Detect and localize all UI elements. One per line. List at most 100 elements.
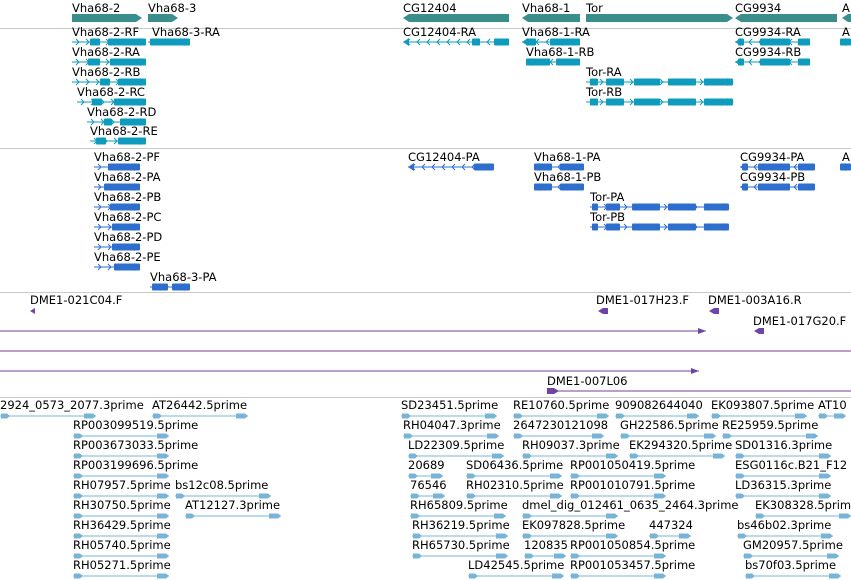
est-ek093807-5prime[interactable] bbox=[711, 413, 807, 419]
protein-vha68-2-pf[interactable] bbox=[94, 163, 140, 171]
gene-cg12404[interactable] bbox=[403, 14, 509, 22]
est-2647230121098[interactable] bbox=[513, 433, 604, 439]
est-120835-label: 120835 bbox=[524, 538, 568, 552]
transcript-vha68-2-rf[interactable] bbox=[72, 38, 146, 46]
transcript-vha68-1-rb[interactable] bbox=[526, 58, 580, 66]
transcript-vha68-2-re[interactable] bbox=[90, 137, 146, 145]
est-ek097828-5prime[interactable] bbox=[522, 533, 618, 539]
est-sd23451-5prime[interactable] bbox=[401, 413, 497, 419]
protein-vha68-1-pb[interactable] bbox=[534, 183, 584, 191]
est-rp001050854-5prime[interactable] bbox=[570, 553, 666, 559]
protein-vha68-2-pb[interactable] bbox=[94, 203, 140, 211]
est-rh65809-5prime-label: RH65809.5prime bbox=[410, 498, 508, 512]
est-909082644040[interactable] bbox=[615, 413, 699, 419]
transcript-cg9934-rb[interactable] bbox=[735, 58, 810, 66]
est-909082644040-label: 909082644040 bbox=[615, 398, 703, 412]
est-bs46b02-3prime[interactable] bbox=[737, 533, 833, 539]
est-rh05740-5prime[interactable] bbox=[73, 553, 169, 559]
gene-cg9934[interactable] bbox=[735, 14, 837, 22]
est-ek308328-5prime[interactable] bbox=[755, 513, 851, 519]
clone-dme1-003a16-r[interactable] bbox=[709, 308, 719, 314]
protein-cg9934-pb[interactable] bbox=[740, 183, 815, 191]
est-120835[interactable] bbox=[524, 553, 566, 559]
protein-cg9934-pa[interactable] bbox=[740, 163, 815, 171]
transcript-cg9934-ra[interactable] bbox=[735, 38, 810, 46]
est-2924-0573-2077-3prime-label: 2924_0573_2077.3prime bbox=[0, 398, 144, 412]
est-at26442-5prime[interactable] bbox=[152, 413, 248, 419]
transcript-a[interactable] bbox=[840, 38, 851, 46]
transcript-cg12404-ra[interactable] bbox=[403, 38, 509, 46]
est-rh36429-5prime[interactable] bbox=[73, 533, 169, 539]
est-esg0116c-b21-f12[interactable] bbox=[735, 473, 831, 479]
est-rh05271-5prime[interactable] bbox=[73, 573, 169, 579]
est-76546-label: 76546 bbox=[410, 478, 447, 492]
est-ek294320-5prime[interactable] bbox=[629, 453, 725, 459]
est-rh36219-5prime[interactable] bbox=[412, 533, 508, 539]
est-dmel-dig-012461-0635-2464-3prime[interactable] bbox=[522, 513, 618, 519]
transcript-vha68-2-ra[interactable] bbox=[72, 58, 146, 66]
gene-vha68-2[interactable] bbox=[72, 14, 142, 22]
est-bs70f03-5prime[interactable] bbox=[745, 573, 841, 579]
clone-alignment[interactable] bbox=[0, 368, 699, 374]
est-rp001010791-5prime[interactable] bbox=[570, 493, 666, 499]
est-ld22309-5prime[interactable] bbox=[408, 453, 504, 459]
transcript-tor-ra[interactable] bbox=[586, 78, 734, 86]
est-rh30750-5prime[interactable] bbox=[73, 513, 169, 519]
protein-vha68-3-pa[interactable] bbox=[150, 283, 190, 291]
est-gm20957-5prime[interactable] bbox=[743, 553, 839, 559]
transcript-vha68-2-rc[interactable] bbox=[77, 98, 146, 106]
est-at12127-3prime[interactable] bbox=[185, 513, 281, 519]
est-rp003199696-5prime[interactable] bbox=[73, 473, 169, 479]
protein-vha68-1-pa[interactable] bbox=[534, 163, 584, 171]
clone-dme1-021c04-f[interactable] bbox=[30, 308, 35, 314]
est-gh22586-5prime[interactable] bbox=[620, 433, 716, 439]
protein-tor-pb[interactable] bbox=[590, 223, 729, 231]
protein-a[interactable] bbox=[840, 163, 851, 171]
est-sd06436-5prime-label: SD06436.5prime bbox=[466, 458, 563, 472]
gene-tor[interactable] bbox=[586, 14, 733, 22]
protein-cg12404-pa[interactable] bbox=[408, 163, 494, 171]
est-sd06436-5prime[interactable] bbox=[466, 473, 562, 479]
est-rh65809-5prime[interactable] bbox=[410, 513, 506, 519]
protein-vha68-1-pa-label: Vha68-1-PA bbox=[534, 150, 601, 164]
transcript-vha68-2-rb[interactable] bbox=[72, 78, 146, 86]
transcript-vha68-3-ra[interactable] bbox=[148, 38, 190, 46]
clone-dme1-017g20-f[interactable] bbox=[754, 328, 764, 334]
est-re25959-5prime[interactable] bbox=[722, 433, 818, 439]
est-20689[interactable] bbox=[408, 473, 443, 479]
est-rh65730-5prime[interactable] bbox=[412, 553, 508, 559]
protein-vha68-2-pd[interactable] bbox=[94, 243, 140, 251]
est-ld36315-3prime[interactable] bbox=[735, 493, 831, 499]
protein-vha68-2-pc[interactable] bbox=[94, 223, 140, 231]
est-rh09037-3prime[interactable] bbox=[522, 453, 618, 459]
est-rh02310-5prime[interactable] bbox=[466, 493, 562, 499]
transcript-vha68-1-ra[interactable] bbox=[522, 38, 580, 46]
est-rh07957-5prime[interactable] bbox=[73, 493, 169, 499]
transcript-tor-rb[interactable] bbox=[586, 98, 734, 106]
est-rp003673033-5prime[interactable] bbox=[73, 453, 169, 459]
est-2924-0573-2077-3prime[interactable] bbox=[0, 413, 96, 419]
est-rp001050419-5prime[interactable] bbox=[570, 473, 666, 479]
est-rp003099519-5prime[interactable] bbox=[73, 433, 169, 439]
transcript-vha68-2-rd[interactable] bbox=[87, 118, 146, 126]
est-rp001053457-5prime[interactable] bbox=[570, 573, 666, 579]
est-76546[interactable] bbox=[410, 493, 445, 499]
protein-vha68-2-pa[interactable] bbox=[94, 183, 140, 191]
clone-dme1-017h23-f[interactable] bbox=[598, 308, 608, 314]
gene-vha68-3[interactable] bbox=[148, 14, 178, 22]
est-rh04047-3prime[interactable] bbox=[403, 433, 499, 439]
est-at26442-5prime-label: AT26442.5prime bbox=[152, 398, 247, 412]
protein-tor-pa[interactable] bbox=[590, 203, 729, 211]
est-sd01316-3prime[interactable] bbox=[735, 453, 831, 459]
protein-vha68-2-pe[interactable] bbox=[94, 263, 140, 271]
gene-a[interactable] bbox=[842, 14, 851, 22]
gene-vha68-1[interactable] bbox=[522, 14, 580, 22]
est-at10[interactable] bbox=[818, 413, 846, 419]
clone-alignment[interactable] bbox=[0, 328, 706, 334]
est-re10760-5prime[interactable] bbox=[513, 413, 609, 419]
est-ld42545-5prime[interactable] bbox=[468, 573, 564, 579]
est-bs12c08-5prime[interactable] bbox=[175, 493, 271, 499]
est-447324[interactable] bbox=[649, 533, 691, 539]
protein-vha68-3-pa-label: Vha68-3-PA bbox=[150, 270, 217, 284]
